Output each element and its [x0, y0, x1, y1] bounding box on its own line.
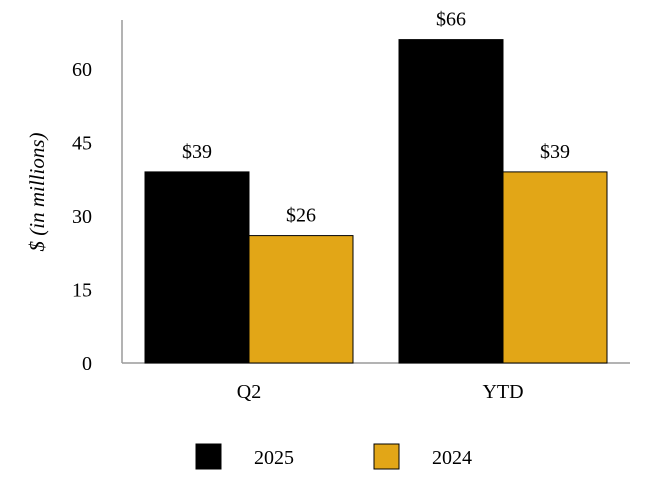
data-label-2024-ytd: $39 [540, 141, 570, 163]
legend-swatch-2025 [195, 443, 222, 470]
y-tick-label: 45 [72, 133, 92, 155]
y-tick-label: 30 [72, 206, 92, 228]
x-tick-label-ytd: YTD [482, 381, 523, 403]
y-tick-label: 0 [82, 353, 92, 375]
y-tick-label: 60 [72, 59, 92, 81]
data-label-2025-ytd: $66 [436, 9, 466, 31]
legend-label-2025: 2025 [254, 447, 294, 469]
bars-group [144, 39, 608, 364]
y-tick-labels: 0 15 30 45 60 [72, 59, 92, 375]
legend-swatch-2024 [373, 443, 400, 470]
bar-2024-q2 [248, 235, 354, 364]
bar-2025-ytd [398, 39, 504, 364]
data-label-2025-q2: $39 [182, 141, 212, 163]
y-axis-label: $ (in millions) [25, 132, 49, 251]
legend-label-2024: 2024 [432, 447, 472, 469]
data-label-2024-q2: $26 [286, 205, 316, 227]
legend: 2025 2024 [195, 443, 472, 470]
y-tick-label: 15 [72, 280, 92, 302]
x-tick-label-q2: Q2 [237, 381, 261, 403]
data-labels: $39 $26 $66 $39 [182, 9, 570, 227]
bar-2024-ytd [502, 171, 608, 364]
bar-2025-q2 [144, 171, 250, 364]
x-tick-labels: Q2 YTD [237, 381, 524, 403]
